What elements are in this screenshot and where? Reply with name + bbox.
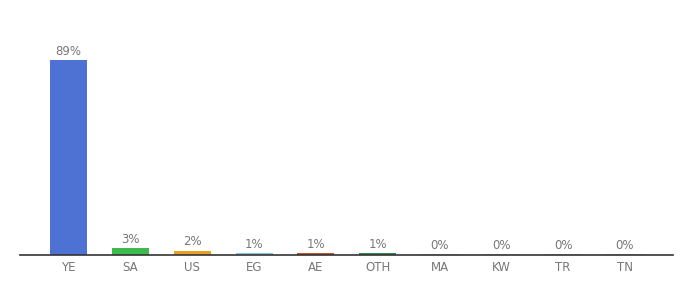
- Bar: [235, 253, 273, 255]
- Bar: [483, 254, 520, 255]
- Bar: [50, 60, 87, 255]
- Text: 0%: 0%: [615, 239, 634, 252]
- Text: 1%: 1%: [307, 238, 325, 250]
- Text: 0%: 0%: [492, 239, 511, 252]
- Bar: [545, 254, 581, 255]
- Bar: [173, 250, 211, 255]
- Text: 1%: 1%: [369, 238, 387, 250]
- Bar: [421, 254, 458, 255]
- Text: 0%: 0%: [430, 239, 449, 252]
- Text: 89%: 89%: [56, 45, 82, 58]
- Text: 1%: 1%: [245, 238, 263, 250]
- Bar: [607, 254, 643, 255]
- Text: 3%: 3%: [121, 233, 139, 246]
- Text: 2%: 2%: [183, 236, 201, 248]
- Bar: [297, 253, 335, 255]
- Bar: [359, 253, 396, 255]
- Bar: [112, 248, 149, 255]
- Text: 0%: 0%: [554, 239, 573, 252]
